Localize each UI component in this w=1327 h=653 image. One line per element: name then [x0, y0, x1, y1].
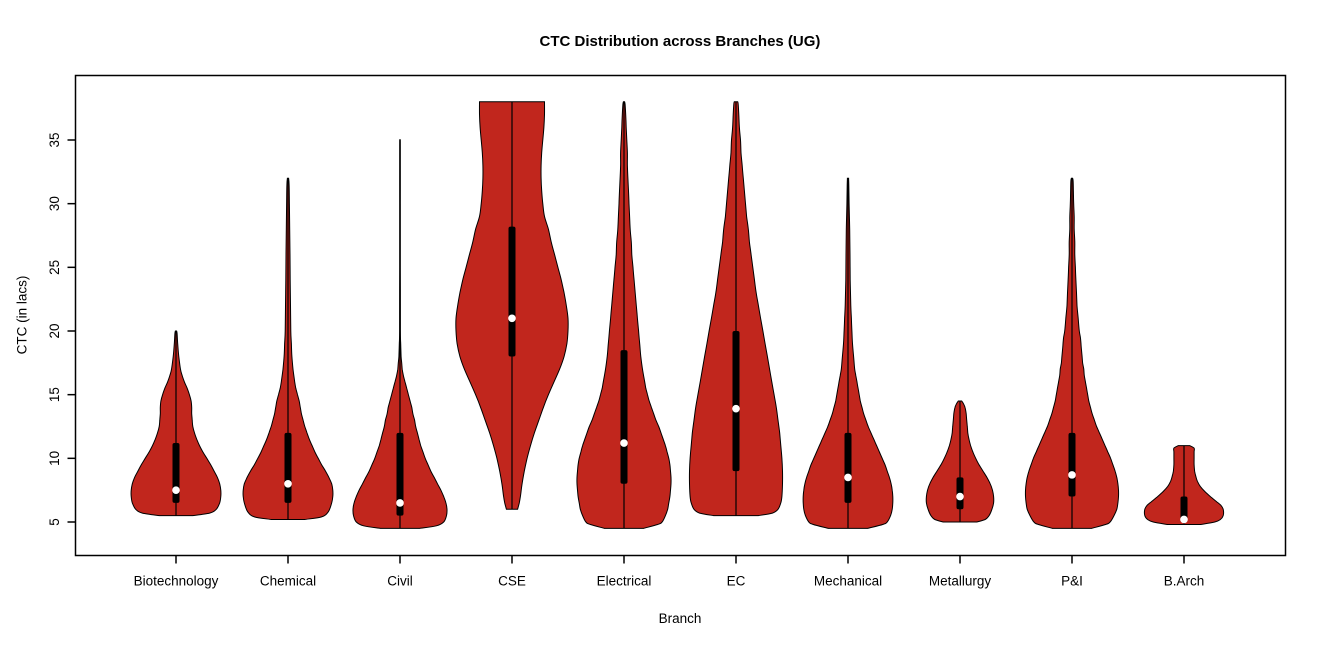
- iqr-box: [1068, 432, 1076, 497]
- median-dot: [396, 499, 404, 507]
- median-dot: [1180, 515, 1188, 524]
- y-tick-label: 15: [47, 387, 62, 402]
- median-dot: [844, 473, 852, 482]
- median-dot: [620, 439, 628, 447]
- median-dot: [172, 486, 180, 494]
- x-tick-label: Mechanical: [814, 574, 882, 589]
- y-tick-label: 30: [47, 196, 62, 211]
- x-tick-label: Metallurgy: [929, 574, 992, 589]
- iqr-box: [396, 432, 404, 516]
- chart-title: CTC Distribution across Branches (UG): [539, 33, 821, 50]
- x-tick-label: Biotechnology: [134, 574, 219, 589]
- y-tick-label: 20: [47, 323, 62, 338]
- median-dot: [732, 404, 740, 413]
- iqr-box: [1180, 496, 1188, 522]
- y-tick-label: 5: [47, 518, 62, 526]
- x-tick-label: B.Arch: [1164, 574, 1205, 589]
- x-tick-label: P&I: [1061, 574, 1083, 589]
- iqr-box: [732, 331, 740, 472]
- x-tick-label: Electrical: [597, 574, 652, 589]
- y-tick-label: 35: [47, 132, 62, 147]
- median-dot: [508, 314, 516, 323]
- median-dot: [284, 480, 292, 488]
- median-dot: [1068, 471, 1076, 479]
- x-tick-label: EC: [727, 574, 746, 589]
- y-tick-label: 10: [47, 451, 62, 466]
- x-tick-label: CSE: [498, 574, 526, 589]
- x-axis-title: Branch: [658, 611, 702, 626]
- iqr-box: [284, 432, 292, 503]
- iqr-box: [844, 432, 852, 503]
- iqr-box: [508, 226, 516, 357]
- x-tick-label: Civil: [387, 574, 413, 589]
- x-tick-label: Chemical: [260, 574, 316, 589]
- y-tick-label: 25: [47, 260, 62, 275]
- median-dot: [956, 492, 964, 501]
- iqr-box: [620, 350, 628, 484]
